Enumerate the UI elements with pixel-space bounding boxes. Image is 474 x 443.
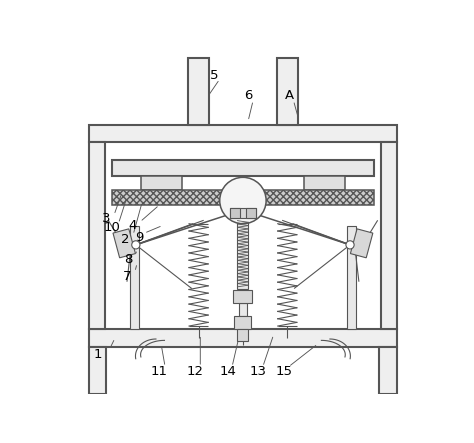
Text: 15: 15 [275, 365, 292, 377]
Bar [350, 229, 373, 258]
Text: A: A [284, 89, 293, 102]
Bar [379, 346, 397, 394]
Bar [146, 190, 156, 197]
Bar [230, 208, 256, 218]
Bar [246, 208, 256, 218]
Text: 14: 14 [219, 365, 236, 377]
Bar [113, 229, 136, 258]
Bar [277, 58, 298, 125]
Circle shape [132, 241, 140, 249]
Text: 12: 12 [187, 365, 204, 377]
Bar [111, 190, 374, 205]
Bar [237, 329, 248, 342]
Text: 13: 13 [250, 365, 267, 377]
Bar [89, 125, 397, 142]
Bar [323, 190, 333, 197]
Bar [239, 303, 247, 316]
Bar [111, 159, 374, 176]
Bar [89, 346, 107, 394]
Bar [141, 176, 182, 190]
Text: 11: 11 [151, 365, 168, 377]
Text: 9: 9 [135, 231, 143, 244]
Bar [310, 190, 319, 197]
Bar [381, 142, 397, 329]
Bar [89, 329, 397, 346]
Text: 3: 3 [101, 212, 110, 225]
Text: 4: 4 [128, 219, 136, 232]
Text: 6: 6 [244, 89, 252, 102]
Text: 2: 2 [121, 233, 129, 245]
Text: 7: 7 [123, 270, 131, 283]
Circle shape [346, 241, 354, 249]
Bar [304, 176, 345, 190]
Bar [130, 226, 139, 329]
Text: 8: 8 [125, 253, 133, 266]
Text: 5: 5 [210, 69, 218, 82]
Circle shape [220, 177, 266, 224]
Bar [89, 142, 105, 329]
Text: 10: 10 [103, 221, 120, 233]
Bar [235, 316, 251, 329]
Bar [188, 58, 209, 125]
Bar [233, 290, 253, 303]
Bar [159, 190, 170, 197]
Bar [230, 208, 239, 218]
Text: 1: 1 [94, 347, 102, 361]
Bar [346, 226, 356, 329]
Bar [237, 217, 248, 288]
